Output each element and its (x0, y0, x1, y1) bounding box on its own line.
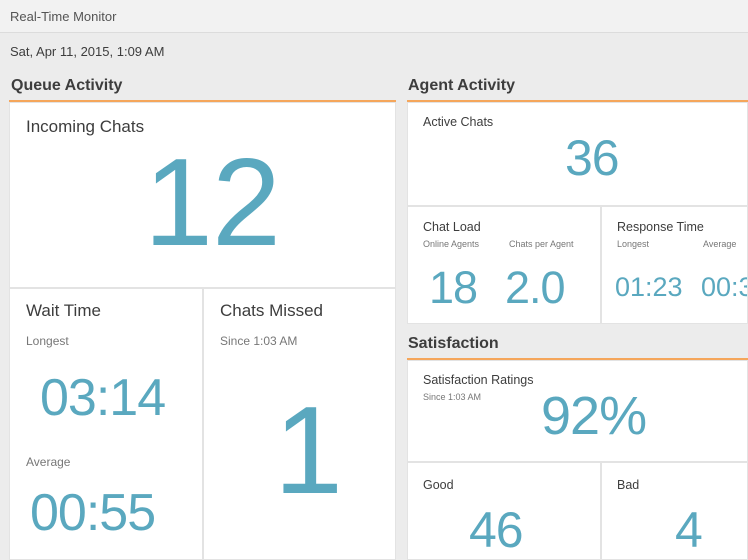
response-longest-value: 01:23 (615, 272, 683, 302)
window-title: Real-Time Monitor (10, 9, 117, 24)
wait-time-longest-label: Longest (26, 334, 69, 348)
good-ratings-panel: Good 46 (407, 462, 601, 560)
bad-ratings-panel: Bad 4 (601, 462, 748, 560)
satisfaction-ratings-since: Since 1:03 AM (423, 392, 482, 402)
online-agents-label: Online Agents (423, 239, 480, 249)
chat-load-panel: Chat Load Online Agents Chats per Agent … (407, 206, 601, 324)
chats-missed-since: Since 1:03 AM (220, 334, 298, 348)
response-time-panel: Response Time Longest Average 01:23 00:3 (601, 206, 748, 324)
wait-time-panel: Wait Time Longest 03:14 Average 00:55 (9, 288, 203, 560)
chats-missed-label: Chats Missed (220, 301, 323, 320)
section-title-satisfaction: Satisfaction (408, 335, 499, 352)
satisfaction-ratings-panel: Satisfaction Ratings Since 1:03 AM 92% (407, 360, 748, 462)
bad-ratings-label: Bad (617, 478, 640, 492)
incoming-chats-label: Incoming Chats (26, 117, 145, 136)
active-chats-value: 36 (565, 130, 620, 186)
wait-time-average-value: 00:55 (30, 484, 156, 542)
active-chats-label: Active Chats (423, 115, 494, 129)
current-datetime: Sat, Apr 11, 2015, 1:09 AM (10, 44, 165, 59)
response-average-value: 00:3 (701, 272, 747, 302)
chats-per-agent-value: 2.0 (505, 262, 566, 313)
bad-ratings-value: 4 (675, 502, 703, 558)
satisfaction-divider (407, 358, 748, 360)
agent-activity-divider (407, 100, 748, 102)
incoming-chats-panel: Incoming Chats 12 (9, 102, 396, 288)
response-longest-label: Longest (617, 239, 650, 249)
chats-missed-panel: Chats Missed Since 1:03 AM 1 (203, 288, 396, 560)
section-title-queue-activity: Queue Activity (11, 77, 123, 94)
wait-time-label: Wait Time (26, 301, 101, 320)
wait-time-average-label: Average (26, 455, 71, 469)
response-time-label: Response Time (617, 220, 704, 234)
active-chats-panel: Active Chats 36 (407, 102, 748, 206)
chat-load-label: Chat Load (423, 220, 481, 234)
window-titlebar: Real-Time Monitor (0, 0, 748, 33)
online-agents-value: 18 (429, 262, 478, 313)
good-ratings-value: 46 (469, 502, 524, 558)
queue-activity-divider (9, 100, 396, 102)
satisfaction-ratings-value: 92% (541, 386, 647, 446)
good-ratings-label: Good (423, 478, 454, 492)
satisfaction-ratings-label: Satisfaction Ratings (423, 373, 534, 387)
chats-per-agent-label: Chats per Agent (509, 239, 574, 249)
chats-missed-value: 1 (274, 382, 343, 520)
wait-time-longest-value: 03:14 (40, 369, 166, 427)
response-average-label: Average (703, 239, 737, 249)
incoming-chats-value: 12 (144, 134, 281, 272)
section-title-agent-activity: Agent Activity (408, 77, 515, 94)
